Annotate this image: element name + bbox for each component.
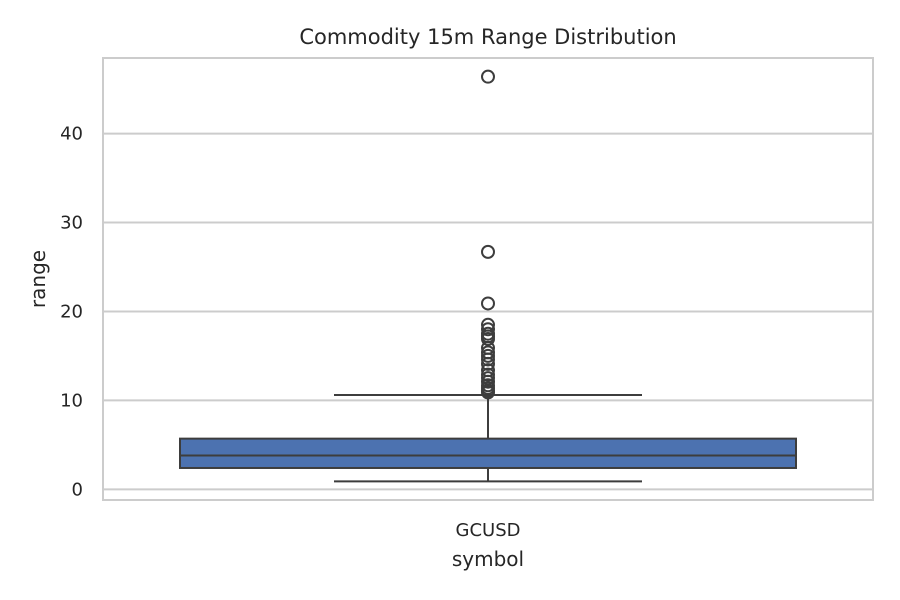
y-tick-label: 30 (60, 213, 83, 234)
outlier-point (481, 69, 495, 84)
outlier-point (481, 352, 495, 367)
y-tick-label: 20 (60, 301, 83, 322)
y-tick-label: 10 (60, 390, 83, 411)
chart-title: Commodity 15m Range Distribution (299, 25, 676, 49)
y-axis-label: range (26, 250, 50, 308)
box-plot-layer (179, 394, 797, 483)
y-tick-labels: 0 10 20 30 40 (60, 124, 83, 501)
iqr-box (179, 437, 797, 469)
outlier-point (481, 332, 495, 347)
x-tick-label: GCUSD (456, 520, 521, 541)
x-tick-labels: GCUSD (456, 520, 521, 541)
grid-lines (103, 132, 873, 491)
y-tick-label: 40 (60, 124, 83, 145)
outlier-point (481, 296, 495, 311)
y-tick-label: 0 (72, 479, 83, 500)
outlier-point (481, 356, 495, 371)
outlier-point (481, 322, 495, 337)
outlier-layer (481, 69, 495, 400)
plot-frame (102, 57, 874, 501)
outlier-point (481, 244, 495, 259)
x-axis-label: symbol (452, 547, 524, 571)
outlier-point (481, 385, 495, 400)
